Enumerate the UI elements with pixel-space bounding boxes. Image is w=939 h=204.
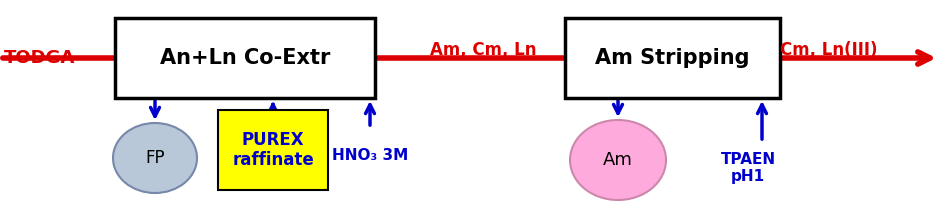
Text: TPAEN
pH1: TPAEN pH1 [720, 152, 776, 184]
Bar [565, 18, 780, 98]
Text: PUREX
raffinate: PUREX raffinate [232, 131, 314, 169]
Text: Am Stripping: Am Stripping [595, 48, 749, 68]
Bar [115, 18, 375, 98]
Text: Cm, Ln(III): Cm, Ln(III) [780, 41, 878, 59]
Ellipse shape [113, 123, 197, 193]
Ellipse shape [570, 120, 666, 200]
Text: Am, Cm, Ln: Am, Cm, Ln [430, 41, 536, 59]
Text: An+Ln Co-Extr: An+Ln Co-Extr [160, 48, 331, 68]
Bar [218, 110, 328, 190]
Text: Am: Am [603, 151, 633, 169]
Text: TODGA: TODGA [4, 49, 75, 67]
Text: FP: FP [146, 149, 165, 167]
Text: HNO₃ 3M: HNO₃ 3M [331, 148, 408, 163]
